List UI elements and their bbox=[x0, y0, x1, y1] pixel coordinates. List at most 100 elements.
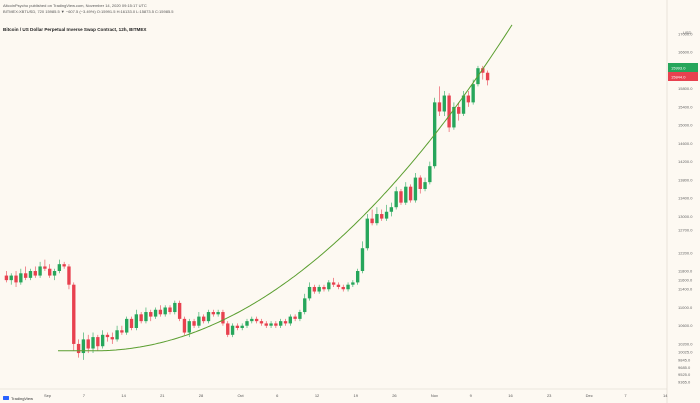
candle-down bbox=[177, 302, 182, 319]
last-price-badge-bg bbox=[668, 63, 698, 72]
candle-up bbox=[404, 186, 408, 203]
candle-down bbox=[110, 337, 114, 340]
candle-up bbox=[394, 191, 398, 208]
x-tick-label: 9 bbox=[470, 393, 473, 398]
x-tick-label: 23 bbox=[547, 393, 552, 398]
candle-up bbox=[452, 106, 456, 128]
candle-up bbox=[81, 339, 86, 354]
x-tick-label: 19 bbox=[354, 393, 359, 398]
candle-down bbox=[149, 312, 153, 317]
alt-price-badge: 15844.0 bbox=[671, 75, 686, 80]
candle-down bbox=[226, 323, 230, 335]
published-line: AltcoinPsycho published on TradingView.c… bbox=[3, 3, 147, 8]
candle-down bbox=[336, 284, 341, 287]
y-tick-label: 13400.0 bbox=[678, 196, 693, 201]
x-tick-label: Oct bbox=[237, 393, 244, 398]
candle-up bbox=[346, 284, 350, 290]
candle-up bbox=[216, 312, 220, 315]
candle-down bbox=[105, 334, 110, 338]
candle-down bbox=[33, 271, 37, 276]
candle-up bbox=[413, 177, 418, 201]
y-tick-label: 15800.0 bbox=[678, 86, 693, 91]
last-price-badge: 15993.0 bbox=[671, 66, 686, 71]
candle-down bbox=[62, 264, 66, 267]
tradingview-brand: TradingView bbox=[11, 396, 33, 401]
candle-down bbox=[466, 95, 471, 103]
y-tick-label: 11000.0 bbox=[678, 305, 693, 310]
candle-up bbox=[317, 286, 321, 292]
y-tick-label: 10600.0 bbox=[678, 323, 693, 328]
y-tick-label: 10025.0 bbox=[678, 349, 693, 354]
candle-up bbox=[206, 312, 211, 322]
candle-up bbox=[57, 264, 62, 272]
tradingview-logo[interactable]: TradingView bbox=[3, 396, 33, 401]
y-tick-label: 15000.0 bbox=[678, 123, 693, 128]
candle-down bbox=[235, 325, 240, 328]
candle-up bbox=[230, 325, 235, 335]
y-tick-label: 15400.0 bbox=[678, 104, 693, 109]
candle-down bbox=[202, 316, 206, 322]
candle-up bbox=[428, 166, 432, 183]
candle-down bbox=[485, 72, 490, 81]
y-tick-label: 11400.0 bbox=[678, 287, 693, 292]
candle-up bbox=[278, 321, 283, 326]
candle-up bbox=[250, 318, 254, 322]
candle-up bbox=[360, 248, 365, 272]
candle-up bbox=[19, 273, 23, 283]
x-tick-label: 7 bbox=[83, 393, 86, 398]
candle-down bbox=[322, 286, 326, 290]
candle-down bbox=[341, 286, 345, 290]
candle-up bbox=[365, 218, 369, 249]
candle-up bbox=[9, 275, 13, 281]
y-tick-label: 9845.0 bbox=[678, 358, 691, 363]
candle-up bbox=[355, 271, 360, 283]
chart-title: Bitcoin / US Dollar Perpetual Inverse Sw… bbox=[3, 27, 147, 32]
y-tick-label: 16600.0 bbox=[678, 50, 693, 55]
candle-down bbox=[437, 102, 442, 112]
x-axis[interactable]: Sep 7 14 21 28 Oct 6 12 19 26 Nov 9 16 23 Dec 7 14 bbox=[44, 393, 668, 398]
candle-down bbox=[192, 321, 196, 326]
candle-down bbox=[399, 191, 403, 203]
candle-up bbox=[240, 325, 244, 328]
candle-up bbox=[115, 330, 119, 340]
candle-down bbox=[312, 286, 317, 292]
x-tick-label: 6 bbox=[276, 393, 279, 398]
candle-up bbox=[389, 207, 394, 212]
candle-down bbox=[158, 309, 163, 315]
candle-down bbox=[274, 323, 278, 326]
candle-up bbox=[307, 286, 312, 299]
candle-up bbox=[153, 309, 158, 317]
candle-up bbox=[38, 266, 42, 276]
y-tick-label: 9685.0 bbox=[678, 365, 691, 370]
candle-up bbox=[375, 214, 379, 224]
candle-down bbox=[370, 218, 374, 224]
candle-up bbox=[351, 282, 355, 285]
y-tick-label: 13000.0 bbox=[678, 214, 693, 219]
candle-down bbox=[168, 307, 172, 313]
trend-curve bbox=[58, 24, 513, 352]
candle-down bbox=[380, 214, 384, 219]
x-tick-label: Dec bbox=[586, 393, 593, 398]
ohlc-line: BITMEX:XBTUSD, 720 15985.5 ▼ −607.5 (−3.… bbox=[3, 9, 174, 14]
candle-up bbox=[187, 321, 191, 333]
candle-down bbox=[72, 284, 76, 344]
candle-up bbox=[163, 307, 167, 315]
candle-down bbox=[48, 268, 52, 276]
x-tick-label: 14 bbox=[121, 393, 126, 398]
candle-down bbox=[86, 339, 90, 349]
candle-down bbox=[264, 323, 268, 326]
candle-up bbox=[52, 271, 57, 276]
candle-down bbox=[408, 186, 413, 201]
y-tick-label: 12200.0 bbox=[678, 250, 693, 255]
candle-up bbox=[303, 298, 307, 313]
x-tick-label: 12 bbox=[315, 393, 320, 398]
candle-down bbox=[43, 266, 47, 269]
y-tick-label: 9525.0 bbox=[678, 372, 691, 377]
y-tick-label: 17000.0 bbox=[678, 32, 693, 37]
x-tick-label: Sep bbox=[44, 393, 52, 398]
candle-down bbox=[283, 321, 288, 324]
candle-up bbox=[144, 312, 148, 322]
x-tick-label: Nov bbox=[431, 393, 438, 398]
